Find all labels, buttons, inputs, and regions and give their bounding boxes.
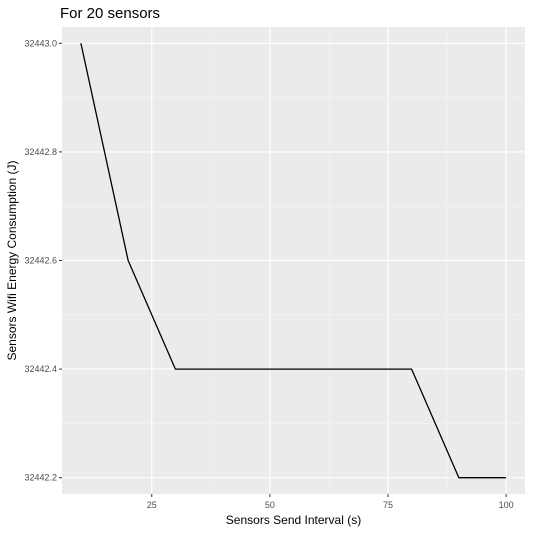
- y-tick-label: 32442.2: [24, 473, 57, 483]
- y-tick-label: 32442.4: [24, 364, 57, 374]
- x-axis-title: Sensors Send Interval (s): [226, 513, 361, 527]
- y-axis-title: Sensors Wifi Energy Consumption (J): [5, 160, 19, 360]
- y-tick-label: 32442.8: [24, 147, 57, 157]
- y-tick-label: 32443.0: [24, 38, 57, 48]
- chart-title: For 20 sensors: [60, 5, 160, 22]
- x-axis: 25 50 75 100: [147, 494, 514, 510]
- major-gridlines: [62, 27, 525, 494]
- x-tick-label: 25: [147, 500, 157, 510]
- x-tick-label: 50: [265, 500, 275, 510]
- y-tick-label: 32442.6: [24, 256, 57, 266]
- x-tick-label: 100: [499, 500, 514, 510]
- series-group: [80, 43, 507, 479]
- x-tick-label: 75: [383, 500, 393, 510]
- y-axis: 32442.2 32442.4 32442.6 32442.8 32443.0: [24, 38, 62, 483]
- series-line: [80, 43, 507, 479]
